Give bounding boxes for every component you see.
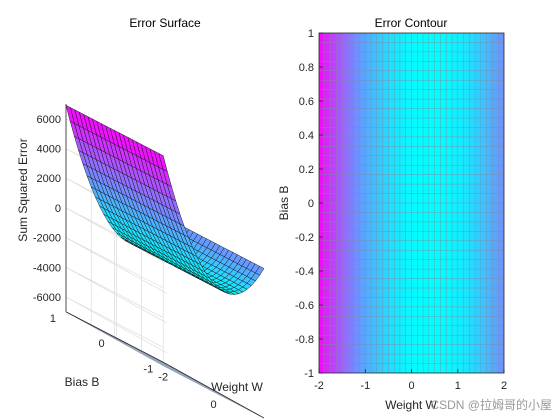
b-tick-label: 0 [98, 338, 104, 350]
contour-x-tick-label: 2 [501, 380, 507, 392]
surface-ylabel: Bias B [65, 375, 100, 389]
w-axis-line [163, 361, 265, 419]
surface-zlabel: Sum Squared Error [16, 138, 30, 241]
surface-axis-lines [65, 103, 265, 419]
surface-xlabel: Weight W [211, 380, 263, 394]
z-tick-label: -4000 [33, 262, 61, 274]
contour-y-tick-label: 0 [308, 198, 314, 210]
contour-grid-lines [319, 33, 504, 373]
contour-x-tick-label: 1 [455, 380, 461, 392]
w-tick-label: 0 [211, 399, 217, 411]
contour-x-tick-label: -1 [360, 380, 370, 392]
contour-y-tick-label: -1 [304, 368, 314, 380]
z-tick-label: 2000 [37, 173, 61, 185]
contour-y-tick-label: -0.2 [295, 232, 314, 244]
contour-y-tick-label: 1 [308, 28, 314, 40]
b-tick-label: 1 [50, 313, 56, 325]
contour-y-tick-label: 0.2 [299, 164, 314, 176]
contour-title: Error Contour [375, 16, 448, 30]
surface-patch [255, 265, 265, 276]
z-tick-label: 6000 [37, 114, 61, 126]
contour-y-tick-label: -0.8 [295, 334, 314, 346]
w-tick-label: -2 [158, 371, 168, 383]
contour-y-tick-label: -0.6 [295, 300, 314, 312]
contour-y-tick-label: 0.6 [299, 96, 314, 108]
b-axis-line [65, 311, 164, 363]
z-tick-label: -2000 [33, 233, 61, 245]
watermark: CSDN @拉姆哥的小屋 [430, 397, 552, 412]
b-tick-label: -1 [143, 363, 153, 375]
contour-x-tick-label: -2 [314, 380, 324, 392]
error-contour-axes: -1-0.8-0.6-0.4-0.200.20.40.60.81-2 -1 0 1 2 … [277, 16, 507, 412]
z-tick-label: 0 [55, 203, 61, 215]
surface-mesh [65, 104, 265, 295]
contour-xlabel: Weight W [385, 398, 437, 412]
contour-tick-labels: -1-0.8-0.6-0.4-0.200.20.40.60.81-2 -1 0 1 2 [295, 28, 507, 392]
contour-y-tick-label: 0.8 [299, 62, 314, 74]
projection-cell [163, 365, 172, 371]
contour-y-tick-label: 0.4 [299, 130, 314, 142]
contour-ylabel: Bias B [277, 186, 291, 221]
surface-title: Error Surface [129, 16, 201, 30]
z-tick-label: -6000 [33, 292, 61, 304]
contour-y-tick-label: -0.4 [295, 266, 314, 278]
z-tick-label: 4000 [37, 144, 61, 156]
contour-x-tick-label: 0 [408, 380, 414, 392]
